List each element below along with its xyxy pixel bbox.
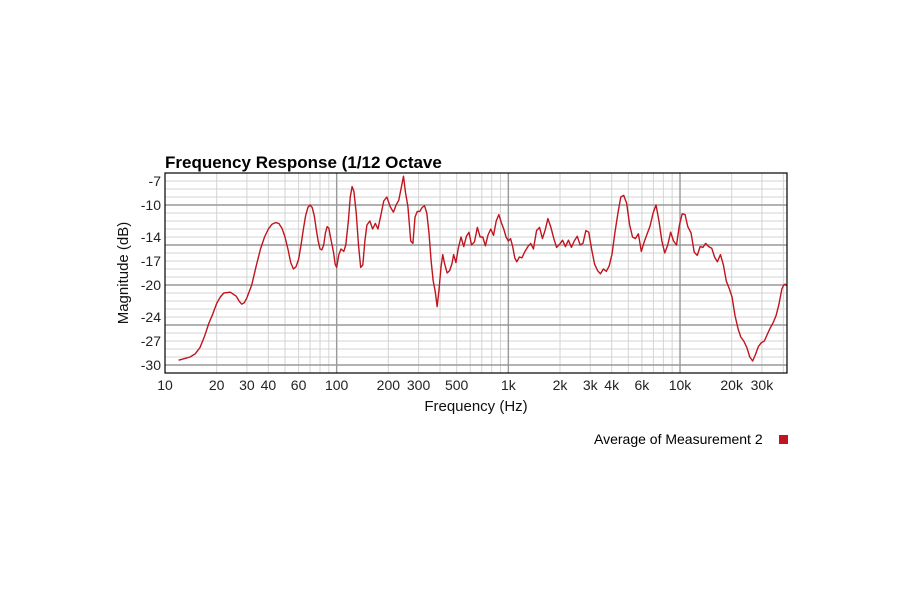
legend-swatch (778, 434, 788, 444)
x-tick-label: 300 (407, 377, 431, 393)
series-line-measurement-2 (178, 175, 788, 362)
y-axis-label: Magnitude (dB) (115, 222, 132, 325)
x-tick-label: 10 (157, 377, 173, 393)
x-tick-label: 30 (239, 377, 255, 393)
x-tick-label: 20k (720, 377, 744, 393)
x-tick-label: 500 (445, 377, 469, 393)
plot-background (165, 173, 787, 373)
y-tick-label: -14 (141, 229, 161, 245)
y-tick-label: -7 (149, 173, 162, 189)
x-tick-label: 6k (635, 377, 651, 393)
x-tick-label: 3k (583, 377, 599, 393)
chart-title: Frequency Response (1/12 Octave (165, 153, 442, 172)
legend-entry-label: Average of Measurement 2 (594, 431, 763, 447)
x-tick-label: 40 (261, 377, 277, 393)
y-tick-label: -24 (141, 309, 161, 325)
x-tick-labels: 10 20 30 40 60 100 200 300 500 1k 2k 3k 4k 6k 10k 20k 30… (157, 377, 774, 393)
x-tick-label: 200 (377, 377, 401, 393)
x-tick-label: 30k (751, 377, 775, 393)
x-tick-label: 2k (553, 377, 569, 393)
y-tick-labels: -7 -10 -14 -17 -20 -24 -27 -30 (141, 173, 161, 373)
major-gridlines (165, 173, 787, 373)
plot-frame (164, 172, 788, 374)
y-tick-label: -30 (141, 357, 161, 373)
x-axis-label: Frequency (Hz) (424, 398, 527, 415)
x-tick-label: 4k (604, 377, 620, 393)
y-tick-label: -27 (141, 333, 161, 349)
y-tick-label: -20 (141, 277, 161, 293)
y-tick-label: -17 (141, 253, 161, 269)
y-tick-label: -10 (141, 197, 161, 213)
x-tick-label: 60 (291, 377, 307, 393)
minor-gridlines (165, 172, 787, 374)
legend: Average of Measurement 2 (594, 431, 788, 447)
x-tick-label: 1k (501, 377, 517, 393)
x-tick-label: 10k (669, 377, 693, 393)
x-tick-label: 20 (209, 377, 225, 393)
x-tick-label: 100 (325, 377, 349, 393)
